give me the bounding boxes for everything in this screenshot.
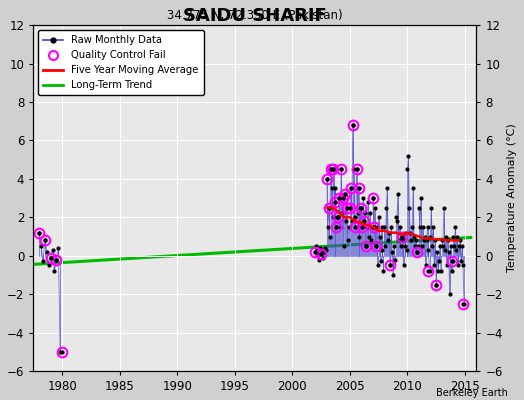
Y-axis label: Temperature Anomaly (°C): Temperature Anomaly (°C) bbox=[507, 124, 517, 272]
Text: Berkeley Earth: Berkeley Earth bbox=[436, 388, 508, 398]
Legend: Raw Monthly Data, Quality Control Fail, Five Year Moving Average, Long-Term Tren: Raw Monthly Data, Quality Control Fail, … bbox=[38, 30, 204, 95]
Title: SAIDU SHARIF: SAIDU SHARIF bbox=[183, 7, 327, 25]
Text: 34.775 N, 72.350 E (Pakistan): 34.775 N, 72.350 E (Pakistan) bbox=[167, 9, 343, 22]
